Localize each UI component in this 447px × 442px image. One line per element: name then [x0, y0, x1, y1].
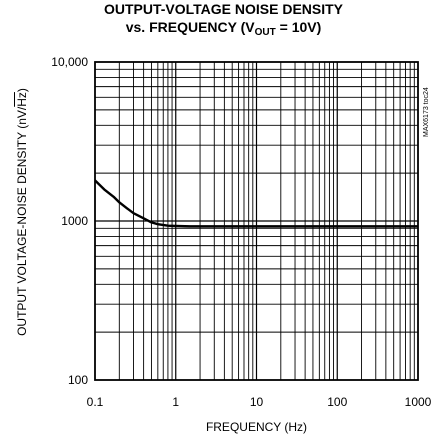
x-tick-label: 0.1: [87, 395, 104, 409]
chart-title-line2-sub: OUT: [254, 27, 276, 38]
plot-frame: [94, 61, 419, 381]
chart-title-line2-post: = 10V): [275, 19, 322, 35]
chart-title-line2: vs. FREQUENCY (VOUT = 10V): [0, 19, 447, 41]
x-tick-label: 100: [327, 395, 347, 409]
y-tick-labels: 100 1000 10,000: [51, 55, 88, 387]
y-tick-label: 1000: [61, 214, 88, 228]
y-tick-label: 10,000: [51, 55, 88, 69]
chart-grid: [95, 62, 418, 380]
noise-density-series-line: [94, 179, 418, 228]
y-axis-label: OUTPUT VOLTAGE-NOISE DENSITY (nV/Hz): [14, 42, 30, 382]
chart-title-line2-pre: vs. FREQUENCY (V: [125, 19, 255, 35]
x-tick-label: 1000: [405, 395, 432, 409]
y-axis-label-sqrt: Hz: [15, 92, 29, 107]
y-axis-label-pre: OUTPUT VOLTAGE-NOISE DENSITY (nV/: [15, 106, 29, 336]
chart-title-line1: OUTPUT-VOLTAGE NOISE DENSITY: [103, 1, 344, 17]
x-tick-labels: 0.1 1 10 100 1000: [87, 395, 432, 409]
part-number-label: MAX6173 toc24: [423, 87, 430, 137]
y-axis-label-post: ): [15, 88, 29, 93]
y-tick-label: 100: [68, 373, 88, 387]
x-tick-label: 10: [250, 395, 264, 409]
x-tick-label: 1: [172, 395, 179, 409]
x-axis-label: FREQUENCY (Hz): [205, 420, 308, 434]
